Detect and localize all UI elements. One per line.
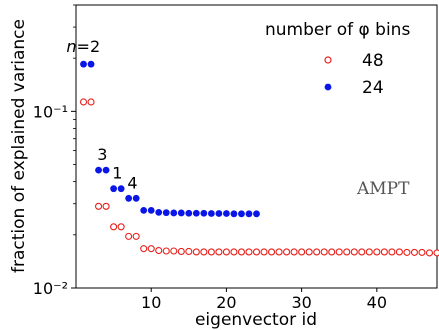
annotation-2: 1 — [112, 164, 122, 183]
legend-title: number of φ bins — [265, 20, 410, 40]
point-48-37 — [350, 248, 358, 256]
legend-entry-48: 48 — [362, 51, 384, 71]
point-24-23 — [245, 210, 253, 218]
point-48-7 — [125, 232, 133, 240]
point-48-26 — [267, 248, 276, 256]
point-24-17 — [200, 209, 208, 217]
point-48-46 — [418, 248, 426, 256]
point-48-11 — [155, 246, 163, 255]
point-24-24 — [253, 210, 260, 218]
point-24-10 — [147, 206, 155, 214]
point-48-42 — [388, 248, 396, 256]
annotation-3: 4 — [127, 173, 137, 192]
y-axis-label: fraction of explained variance — [9, 19, 29, 273]
amp-label: AMPT — [356, 179, 410, 199]
point-48-34 — [328, 248, 336, 256]
point-48-14 — [177, 247, 185, 256]
point-48-4 — [102, 202, 110, 210]
point-48-12 — [162, 247, 170, 255]
point-48-2 — [87, 98, 95, 106]
point-48-25 — [260, 248, 268, 256]
point-48-28 — [283, 248, 291, 256]
point-24-16 — [192, 209, 200, 217]
point-24-19 — [215, 210, 223, 217]
point-48-38 — [358, 248, 366, 256]
point-48-40 — [373, 248, 381, 256]
legend-marker-24 — [324, 83, 332, 91]
point-24-1 — [80, 60, 87, 68]
x-tick-label-40: 40 — [367, 293, 387, 312]
point-48-19 — [215, 248, 223, 256]
point-48-22 — [237, 248, 246, 256]
y-tick-label-0: 10⁻¹ — [33, 102, 68, 121]
point-48-16 — [192, 248, 200, 256]
point-48-36 — [343, 248, 351, 256]
point-24-9 — [140, 206, 148, 214]
annotations: n=2 314 — [66, 37, 137, 192]
point-48-9 — [140, 245, 148, 253]
point-24-3 — [95, 166, 102, 174]
legend-entry-24: 24 — [362, 78, 384, 98]
x-axis-label: eigenvector id — [195, 310, 317, 330]
point-48-15 — [185, 247, 193, 256]
point-48-33 — [320, 248, 328, 256]
point-24-18 — [207, 210, 215, 217]
point-48-27 — [275, 248, 283, 256]
point-48-41 — [380, 248, 388, 256]
point-48-31 — [305, 248, 313, 256]
point-24-22 — [238, 210, 245, 218]
point-24-13 — [170, 209, 178, 217]
x-tick-label-30: 30 — [291, 293, 311, 312]
point-24-15 — [185, 209, 193, 217]
point-48-35 — [335, 248, 343, 256]
x-tick-label-10: 10 — [141, 293, 161, 312]
annotation-0: n=2 — [66, 37, 100, 56]
point-48-23 — [245, 248, 253, 256]
point-24-14 — [177, 209, 185, 217]
point-24-21 — [230, 210, 238, 218]
point-48-18 — [207, 248, 215, 256]
point-48-48 — [433, 249, 439, 257]
point-48-44 — [403, 248, 411, 256]
point-48-24 — [252, 248, 261, 256]
point-48-45 — [410, 248, 418, 256]
point-48-8 — [132, 232, 140, 240]
legend-marker-48 — [324, 56, 332, 64]
x-tick-label-20: 20 — [216, 293, 236, 312]
point-48-1 — [79, 98, 88, 106]
point-24-2 — [87, 60, 95, 68]
data-marks — [79, 60, 439, 257]
point-48-43 — [395, 248, 403, 256]
point-48-30 — [298, 248, 306, 256]
point-48-13 — [170, 247, 178, 255]
point-24-20 — [223, 210, 230, 217]
legend: number of φ bins 48 24 — [265, 20, 410, 98]
point-48-17 — [200, 248, 208, 256]
point-48-10 — [147, 245, 155, 253]
point-48-20 — [222, 248, 230, 256]
point-48-47 — [425, 249, 434, 257]
point-24-4 — [102, 166, 110, 174]
point-24-12 — [162, 209, 170, 217]
point-48-21 — [230, 248, 238, 256]
axis-ticks: 10 20 30 40 10⁻¹ 10⁻² — [33, 4, 387, 312]
plot-frame — [75, 4, 438, 289]
y-tick-label-1: 10⁻² — [33, 279, 68, 298]
point-24-11 — [155, 208, 163, 216]
annotation-1: 3 — [97, 145, 107, 164]
point-48-3 — [95, 202, 103, 210]
point-48-39 — [365, 248, 373, 256]
point-48-29 — [290, 248, 298, 256]
point-48-5 — [110, 223, 118, 231]
point-24-7 — [125, 194, 133, 202]
point-24-5 — [110, 185, 117, 193]
point-48-6 — [117, 223, 125, 231]
point-24-8 — [132, 194, 140, 202]
point-48-32 — [313, 248, 321, 256]
point-24-6 — [117, 185, 125, 193]
